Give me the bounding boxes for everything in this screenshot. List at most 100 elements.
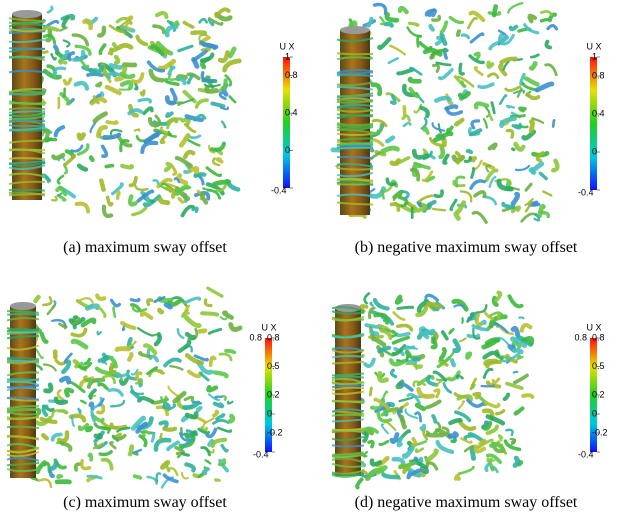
vortex-structure [154,114,162,127]
vortex-structure [139,89,146,97]
vortex-structure [473,101,490,110]
vortex-structure [435,439,455,455]
vortex-structure [468,10,486,23]
vortex-structure [331,349,365,354]
vortex-structure [6,405,40,410]
vortex-structure [449,358,457,368]
vortex-structure [389,94,397,106]
vortex-structure [86,474,103,480]
vortex-structure [416,386,436,399]
vortex-structure [428,23,435,32]
vortex-structure [55,186,68,197]
vortex-structure [79,59,90,69]
vortex-structure [542,190,553,197]
vortex-structure [89,121,97,134]
colorbar [590,57,597,190]
vortex-structure [401,189,410,200]
vortex-structure [146,298,154,307]
caption: (c) maximum sway offset [63,494,227,511]
colorbar-tick-label: 0.8 [592,70,605,80]
vortex-structure [369,330,380,336]
vortex-structure [228,322,243,332]
vortex-structure [153,332,162,347]
vortex-structure [396,305,415,311]
vortex-structure [104,163,115,169]
vortex-structure [56,430,70,444]
vortex-structure [119,80,134,91]
vortex-structure [539,17,550,23]
vortex-structure [210,101,226,109]
vortex-structure [360,462,366,468]
vortex-structure [114,346,132,352]
vortex-structure [502,352,520,363]
vortex-structure [434,35,444,46]
colorbar-tick-label: 0.8 [267,332,280,342]
vortex-structure [389,432,400,444]
vortex-structure [419,105,430,119]
vortex-structure [159,432,163,440]
vortex-structure [489,442,506,453]
vortex-structure [146,60,166,73]
colorbar-tick-label: 0.4 [285,108,298,118]
vortex-structure [163,357,182,368]
vortex-structure [456,374,464,380]
vortex-structure [408,86,420,99]
vortex-structure [88,155,95,163]
vortex-structure [116,190,121,200]
vortex-structure [56,174,65,185]
vortex-structure [84,425,94,433]
vortex-structure [130,415,146,431]
vortex-structure [491,295,499,308]
vortex-structure [50,432,63,442]
vortex-structure [119,24,127,36]
vortex-structure [331,360,365,365]
vortex-structure [331,435,365,442]
vortex-structure [474,313,483,327]
vortex-structure [497,33,510,43]
vortex-structure [208,144,216,154]
vortex-structure [176,173,189,186]
vortex-structure [6,344,40,351]
colorbar-tick-label: -0.2 [592,427,608,437]
vortex-structure [403,345,416,351]
vortex-structure [419,328,436,336]
vortex-structure [407,76,422,84]
vortex-structure [214,7,231,19]
vortex-structure [210,437,228,449]
vortex-structure [210,141,226,152]
vortex-structure [217,458,227,467]
vortex-structure [510,325,521,338]
colorbar-tick-label: 0 [592,146,597,156]
vortex-structure [528,61,538,71]
vortex-structure [331,333,365,339]
vortex-structure [409,66,423,76]
vortex-structure [486,60,495,69]
vortex-structure [46,304,56,316]
vortex-structure [8,119,46,123]
vortex-structure [392,311,406,321]
vortex-structure [169,20,180,27]
vortex-structure [42,363,57,372]
vortex-structure [6,356,40,361]
vortex-structure [167,65,176,76]
vortex-structure [8,38,46,44]
vortex-structure [551,119,556,128]
vortex-structure [379,328,393,340]
vortex-structure [56,474,64,479]
vortex-structure [76,132,86,142]
colorbar-tick-label: 0.2 [592,389,605,399]
vortex-structure [150,432,156,443]
vortex-structure [62,87,66,98]
vortex-structure [63,352,73,364]
vortex-structure [88,65,105,76]
vortex-structure [6,358,40,365]
vortex-structure [106,71,121,80]
vortex-structure [89,96,108,106]
vortex-structure [415,460,429,475]
vortex-structure [138,434,148,448]
vortex-structure [6,326,40,332]
vortex-structure [84,303,100,311]
vortex-structure [8,172,46,178]
vortex-structure [8,157,46,161]
